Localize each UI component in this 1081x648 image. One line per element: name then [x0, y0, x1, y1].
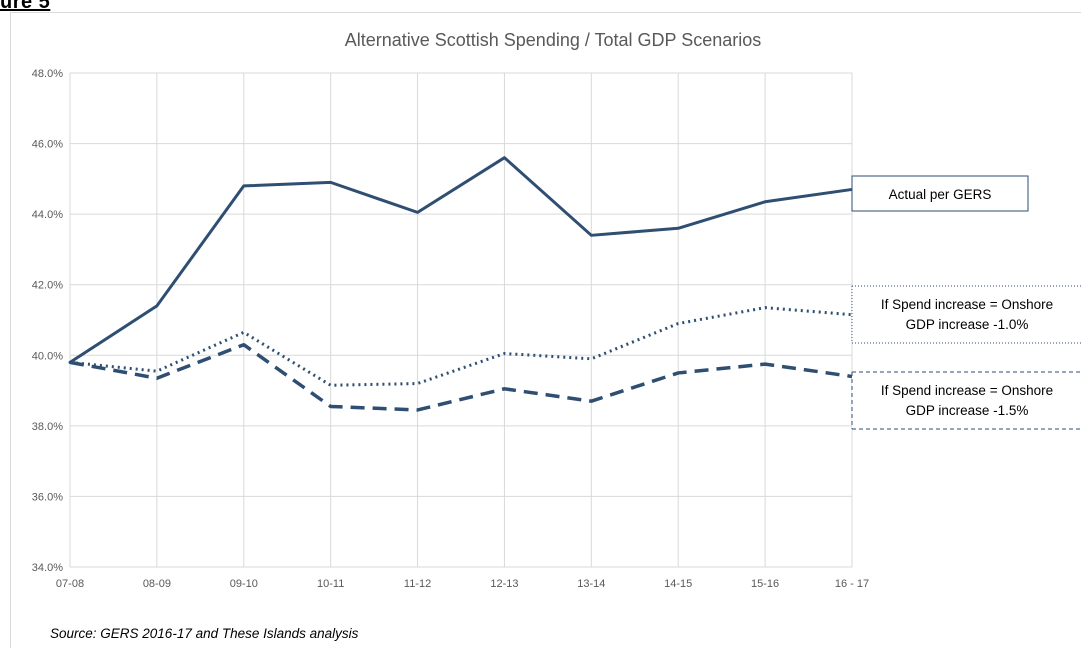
- x-tick-label: 10-11: [317, 578, 344, 590]
- y-tick-label: 38.0%: [32, 421, 63, 433]
- series-line-2: [69, 306, 853, 387]
- x-tick-label: 14-15: [664, 578, 692, 590]
- y-tick-label: 44.0%: [32, 209, 63, 221]
- chart-frame: [10, 12, 1081, 648]
- series-line-1: [68, 156, 854, 364]
- x-tick-label: 08-09: [143, 578, 171, 590]
- series-line-3: [69, 342, 853, 412]
- x-tick-label: 11-12: [404, 578, 431, 590]
- y-tick-label: 36.0%: [32, 491, 63, 503]
- label-actual-text: Actual per GERS: [889, 187, 992, 202]
- y-tick-label: 40.0%: [32, 350, 63, 362]
- label-box-minus-1-0: If Spend increase = Onshore GDP increase …: [851, 285, 1081, 344]
- x-tick-label: 16 - 17: [835, 578, 869, 590]
- gridlines: [69, 72, 853, 568]
- y-tick-label: 48.0%: [32, 68, 63, 80]
- y-tick-label: 42.0%: [32, 280, 63, 292]
- label-box-minus-1-0-line-1: If Spend increase = Onshore: [881, 297, 1053, 312]
- x-tick-label: 13-14: [577, 578, 605, 590]
- x-axis-ticks: 07-08 08-09 09-10 10-11 11-12 12-13 13-14 14-15…: [56, 578, 869, 590]
- label-box-actual: [851, 175, 1029, 212]
- label-box-minus-1-0-line-2: GDP increase -1.0%: [906, 317, 1029, 332]
- series-labels: Actual per GERS If Spend increase = Onsho…: [851, 175, 1081, 430]
- x-tick-label: 07-08: [56, 578, 84, 590]
- y-tick-label: 34.0%: [32, 562, 63, 574]
- x-tick-label: 12-13: [490, 578, 518, 590]
- y-tick-label: 46.0%: [32, 139, 63, 151]
- source-note: Source: GERS 2016-17 and These Islands a…: [50, 626, 359, 641]
- x-tick-label: 09-10: [230, 578, 258, 590]
- chart-title: Alternative Scottish Spending / Total GD…: [345, 30, 762, 50]
- label-box-minus-1-5-line-2: GDP increase -1.5%: [906, 403, 1029, 418]
- series-lines: [68, 156, 854, 412]
- page-heading-fragment: ure 5: [0, 0, 51, 13]
- y-axis-ticks: 34.0% 36.0% 38.0% 40.0% 42.0% 44.0% 46.0% 48.0%: [32, 68, 63, 574]
- label-box-minus-1-5-line-1: If Spend increase = Onshore: [881, 383, 1053, 398]
- label-box-minus-1-5: If Spend increase = Onshore GDP increase …: [851, 371, 1081, 430]
- x-tick-label: 15-16: [751, 578, 779, 590]
